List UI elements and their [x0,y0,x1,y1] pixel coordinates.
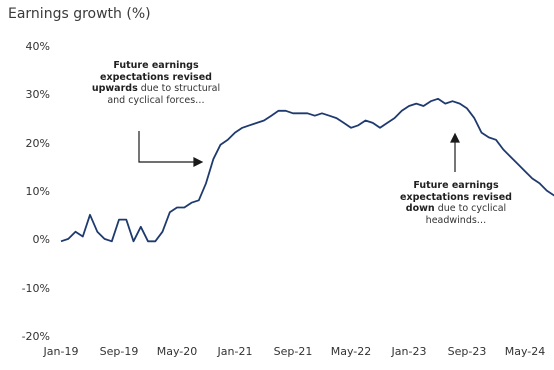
y-tick-label: -20% [21,330,50,343]
chart-title: Earnings growth (%) [8,6,151,22]
x-tick-label: Sep-23 [447,345,487,358]
y-tick-label: 30% [25,88,50,102]
x-tick-label: May-22 [330,345,372,358]
down-arrow [450,132,460,172]
annotation-upwards: Future earnings expectations revised upw… [91,60,221,106]
x-tick-label: May-24 [504,345,546,358]
earnings-growth-line [60,97,554,243]
y-tick-label: 0% [32,233,50,247]
x-tick-label: Sep-21 [273,345,313,358]
y-tick-label: -10% [21,281,50,295]
y-tick-label: 40% [25,40,50,53]
x-tick-label: Jan-21 [217,345,253,358]
x-tick-label: Jan-19 [43,345,79,358]
annotation-down: Future earnings expectations revised dow… [400,180,512,226]
y-tick-label: 20% [25,136,50,150]
x-tick-label: Sep-19 [99,345,139,358]
y-tick-label: 10% [25,185,50,198]
x-tick-label: May-20 [156,345,198,358]
x-tick-label: Jan-23 [391,345,427,358]
upwards-arrow [138,131,204,167]
